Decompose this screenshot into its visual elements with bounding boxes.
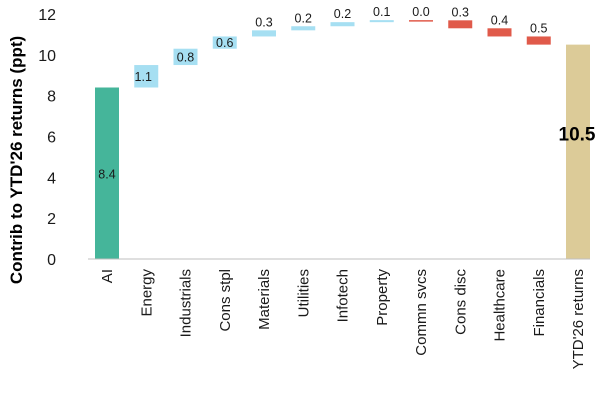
x-tick-label: Energy bbox=[138, 269, 155, 317]
y-axis-label: Contrib to YTD'26 returns (ppt) bbox=[7, 36, 26, 284]
data-label: 10.5 bbox=[559, 124, 596, 145]
x-tick-label: Financials bbox=[531, 269, 548, 337]
data-label: 0.6 bbox=[216, 36, 233, 50]
y-tick-label: 10 bbox=[38, 48, 56, 65]
data-label: 1.1 bbox=[135, 70, 152, 84]
x-tick-label: Cons stpl bbox=[217, 269, 234, 332]
y-axis-ticks: 0 2 4 6 8 10 12 bbox=[38, 7, 56, 269]
bar-healthcare bbox=[487, 28, 512, 37]
data-label: 0.5 bbox=[530, 21, 547, 35]
y-tick-label: 12 bbox=[38, 7, 56, 24]
bars: 8.4 1.1 0.8 0.6 0.3 0.2 0.2 0.1 0.0 0.3 0.4 0.5 10.5 bbox=[95, 5, 596, 259]
x-tick-label: Materials bbox=[256, 269, 273, 330]
x-tick-label: Utilities bbox=[295, 269, 312, 317]
y-tick-label: 6 bbox=[47, 130, 56, 147]
bar-cons-disc bbox=[448, 20, 473, 29]
data-label: 0.2 bbox=[295, 11, 312, 25]
x-tick-label: AI bbox=[99, 269, 116, 283]
data-label: 0.1 bbox=[373, 5, 390, 19]
data-label: 0.8 bbox=[177, 50, 194, 64]
bar-energy bbox=[134, 65, 159, 88]
bar-materials bbox=[252, 30, 276, 37]
bar-property bbox=[369, 20, 394, 23]
bar-industrials bbox=[173, 48, 198, 66]
x-tick-label: YTD'26 returns bbox=[570, 269, 587, 369]
x-tick-label: Healthcare bbox=[492, 269, 509, 342]
y-tick-label: 2 bbox=[47, 211, 56, 228]
bar-financials bbox=[526, 36, 551, 45]
y-tick-label: 8 bbox=[47, 89, 56, 106]
bar-ytd-26-returns bbox=[566, 44, 590, 259]
data-label: 0.3 bbox=[452, 5, 469, 19]
data-label: 0.2 bbox=[334, 7, 351, 21]
x-tick-label: Commn svcs bbox=[413, 269, 430, 356]
bar-commn-svcs bbox=[409, 20, 433, 22]
data-label: 0.3 bbox=[255, 15, 272, 29]
x-tick-label: Property bbox=[374, 269, 391, 326]
y-tick-label: 4 bbox=[47, 170, 56, 187]
bar-cons-stpl bbox=[212, 36, 237, 49]
bar-utilities bbox=[291, 26, 316, 31]
bar-infotech bbox=[330, 22, 355, 27]
x-tick-label: Industrials bbox=[178, 269, 195, 337]
data-label: 0.0 bbox=[412, 5, 429, 19]
x-tick-label: Infotech bbox=[335, 269, 352, 322]
y-tick-label: 0 bbox=[47, 252, 56, 269]
bar-ai bbox=[95, 87, 119, 259]
x-axis-labels: AI Energy Industrials Cons stpl Materials Uti… bbox=[99, 269, 587, 370]
data-label: 8.4 bbox=[98, 167, 115, 181]
x-tick-label: Cons disc bbox=[452, 269, 469, 335]
data-label: 0.4 bbox=[491, 13, 508, 27]
